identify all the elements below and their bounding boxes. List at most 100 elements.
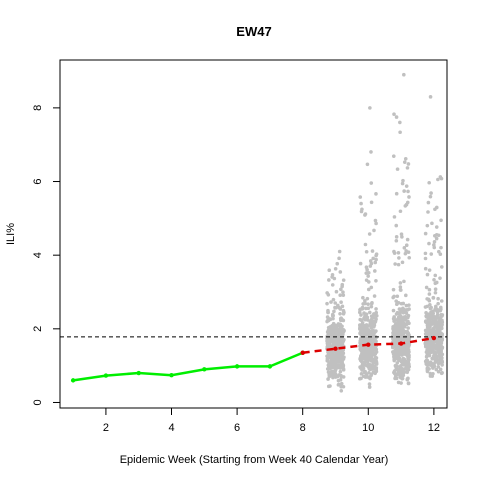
simulation-point	[428, 331, 432, 335]
simulation-point	[335, 262, 339, 266]
simulation-point	[407, 256, 411, 260]
simulation-point	[339, 270, 343, 274]
simulation-point	[362, 363, 366, 367]
forecast-series-point	[300, 351, 304, 355]
simulation-point	[424, 329, 428, 333]
simulation-point	[364, 307, 368, 311]
simulation-point	[372, 335, 376, 339]
simulation-point	[339, 300, 343, 304]
x-axis: 2 4 6 8 10 12	[103, 408, 440, 434]
simulation-point	[396, 167, 400, 171]
simulation-point	[426, 224, 430, 228]
simulation-point	[334, 267, 338, 271]
simulation-point	[407, 303, 411, 307]
simulation-point	[394, 354, 398, 358]
simulation-point	[342, 312, 346, 316]
simulation-point	[339, 389, 343, 393]
simulation-point	[368, 311, 372, 315]
simulation-point	[405, 243, 409, 247]
simulation-point	[361, 296, 365, 300]
simulation-point	[358, 377, 362, 381]
y-tick-label: 6	[32, 178, 44, 184]
simulation-point	[427, 201, 431, 205]
x-tick-label: 10	[362, 422, 374, 434]
simulation-point	[425, 314, 429, 318]
simulation-point	[428, 268, 432, 272]
simulation-point	[428, 372, 432, 376]
simulation-point	[359, 202, 363, 206]
simulation-point	[369, 325, 373, 329]
simulation-point	[439, 307, 443, 311]
simulation-point	[398, 338, 402, 342]
forecast-series-point	[399, 341, 403, 345]
simulation-point	[434, 359, 438, 363]
simulation-point	[399, 376, 403, 380]
simulation-point	[372, 320, 376, 324]
simulation-point	[439, 355, 443, 359]
simulation-point	[375, 366, 379, 370]
simulation-point	[424, 360, 428, 364]
simulation-point	[359, 313, 363, 317]
simulation-point	[404, 204, 408, 208]
simulation-point	[375, 252, 379, 256]
simulation-point	[404, 294, 408, 298]
simulation-point	[369, 259, 373, 263]
simulation-point	[406, 238, 410, 242]
simulation-point	[372, 229, 376, 233]
simulation-point	[341, 364, 345, 368]
simulation-point	[429, 95, 433, 99]
simulation-point	[405, 378, 409, 382]
simulation-point	[331, 344, 335, 348]
simulation-point	[333, 354, 337, 358]
simulation-point	[426, 210, 430, 214]
simulation-point	[334, 368, 338, 372]
simulation-point	[363, 348, 367, 352]
simulation-point	[369, 181, 373, 185]
simulation-point	[364, 243, 368, 247]
simulation-point	[359, 307, 363, 311]
simulation-point	[432, 355, 436, 359]
x-tick-label: 12	[428, 422, 440, 434]
simulation-point	[432, 296, 436, 300]
simulation-point	[439, 246, 443, 250]
simulation-point	[367, 271, 371, 275]
y-tick-label: 8	[32, 105, 44, 111]
simulation-point	[428, 288, 432, 292]
simulation-point	[331, 376, 335, 380]
series-group	[71, 336, 436, 383]
simulation-point	[365, 323, 369, 327]
simulation-point	[394, 365, 398, 369]
simulation-point	[359, 330, 363, 334]
simulation-point	[366, 274, 370, 278]
simulation-point	[342, 319, 346, 323]
simulation-point	[441, 313, 445, 317]
simulation-point	[393, 251, 397, 255]
simulation-point	[440, 372, 444, 376]
simulation-point	[392, 309, 396, 313]
simulation-point	[332, 310, 336, 314]
simulation-point	[405, 352, 409, 356]
simulation-point	[365, 268, 369, 272]
simulation-point	[424, 232, 428, 236]
simulation-point	[407, 162, 411, 166]
simulation-point	[363, 302, 367, 306]
simulation-point	[337, 257, 341, 261]
simulation-point	[395, 361, 399, 365]
simulation-point	[425, 286, 429, 290]
simulation-point	[326, 310, 330, 314]
simulation-point	[360, 207, 364, 211]
observed-series-point	[104, 373, 108, 377]
simulation-point	[373, 347, 377, 351]
simulation-point	[407, 345, 411, 349]
simulation-point	[340, 382, 344, 386]
simulation-point	[366, 352, 370, 356]
simulation-point	[397, 251, 401, 255]
simulation-point	[372, 316, 376, 320]
simulation-point	[401, 261, 405, 265]
simulation-point	[395, 192, 399, 196]
simulation-point	[373, 261, 377, 265]
simulation-point	[399, 285, 403, 289]
simulation-point	[400, 352, 404, 356]
simulation-point	[358, 195, 362, 199]
observed-series-point	[137, 371, 141, 375]
